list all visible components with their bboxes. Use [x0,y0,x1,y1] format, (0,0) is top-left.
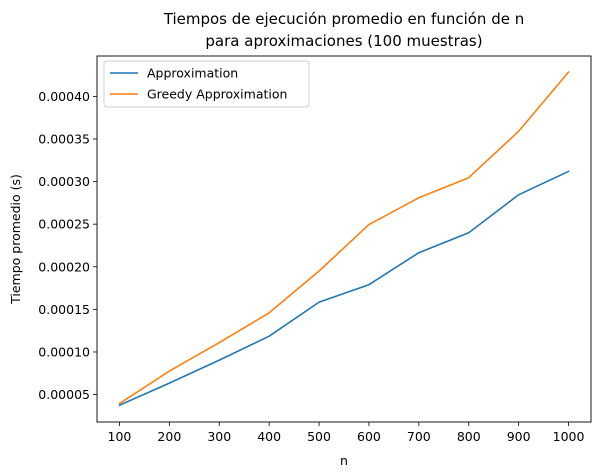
y-axis-label: Tiempo promedio (s) [8,174,23,305]
y-tick-label: 0.00030 [38,174,90,189]
x-tick-label: 100 [108,429,132,444]
y-tick-label: 0.00010 [38,344,90,359]
plot-area-frame [96,55,592,423]
x-tick-label: 800 [457,429,481,444]
y-axis-ticks: 0.00005 0.00010 0.00015 0.00020 0.00025 0.000… [38,89,97,402]
y-tick-label: 0.00025 [38,217,90,232]
legend-box [103,60,310,108]
y-tick-label: 0.00035 [38,131,90,146]
y-tick-label: 0.00015 [38,302,90,317]
y-tick-label: 0.00040 [38,89,90,104]
series-line-approximation [118,170,570,407]
x-tick-label: 500 [307,429,331,444]
x-tick-label: 600 [357,429,381,444]
chart-title-group: Tiempos de ejecución promedio en función… [163,10,524,50]
series-line-greedy-approximation [118,70,570,405]
x-tick-label: 300 [207,429,231,444]
legend-entry-label: Greedy Approximation [147,87,287,102]
y-tick-label: 0.00020 [38,259,90,274]
chart-title: Tiempos de ejecución promedio en función… [163,10,524,28]
x-tick-label: 200 [157,429,181,444]
legend-entry-label: Approximation [147,66,238,81]
x-tick-label: 700 [407,429,431,444]
y-tick-label: 0.00005 [38,387,90,402]
x-tick-label: 900 [507,429,531,444]
x-tick-label: 400 [257,429,281,444]
x-tick-label: 1000 [553,429,585,444]
chart-subtitle: para aproximaciones (100 muestras) [205,32,482,50]
x-axis-label: n [340,453,348,468]
series-layer [118,70,570,407]
x-axis-ticks: 100 200 300 400 500 600 700 800 900 1000 [108,422,585,444]
legend: Approximation Greedy Approximation [103,60,310,108]
